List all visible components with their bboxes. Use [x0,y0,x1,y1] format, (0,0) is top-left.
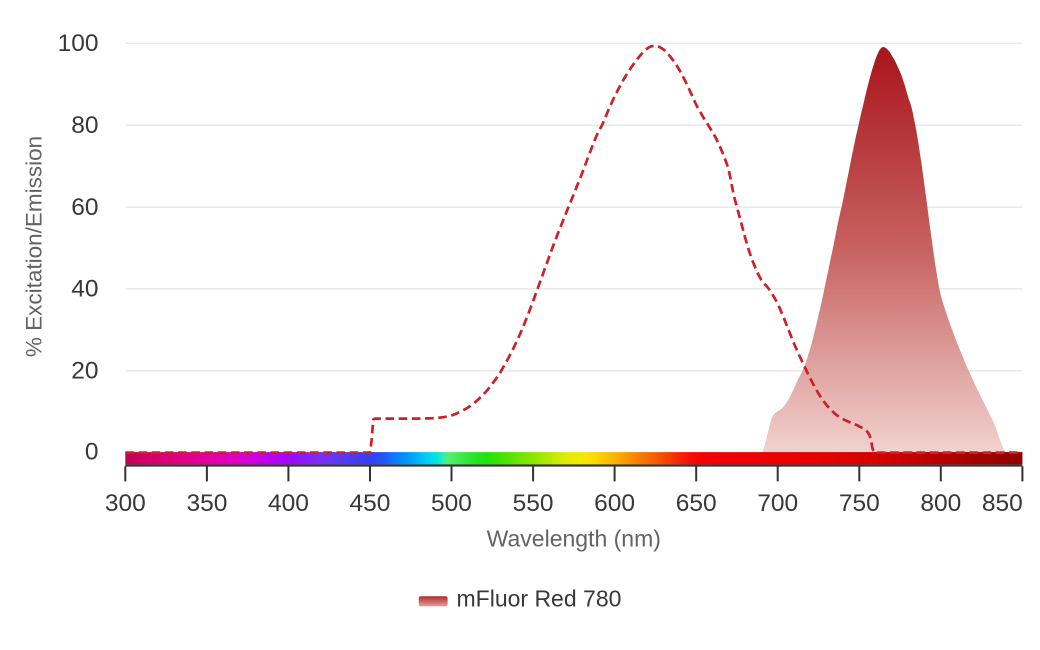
svg-text:700: 700 [757,490,798,517]
svg-text:20: 20 [71,358,98,385]
svg-text:850: 850 [982,490,1023,517]
svg-text:650: 650 [676,490,717,517]
svg-text:% Excitation/Emission: % Excitation/Emission [22,136,47,357]
svg-text:450: 450 [350,490,391,517]
svg-text:300: 300 [105,490,146,517]
svg-text:800: 800 [920,490,961,517]
svg-text:550: 550 [513,490,554,517]
svg-text:100: 100 [58,30,99,57]
svg-text:mFluor Red 780: mFluor Red 780 [457,585,622,611]
svg-text:0: 0 [85,439,99,466]
svg-text:Wavelength (nm): Wavelength (nm) [487,526,661,552]
svg-text:400: 400 [268,490,309,517]
svg-text:60: 60 [71,194,98,221]
svg-text:500: 500 [431,490,472,517]
svg-text:80: 80 [71,112,98,139]
svg-text:750: 750 [839,490,880,517]
svg-text:600: 600 [594,490,635,517]
svg-text:350: 350 [186,490,227,517]
svg-text:40: 40 [71,276,98,303]
